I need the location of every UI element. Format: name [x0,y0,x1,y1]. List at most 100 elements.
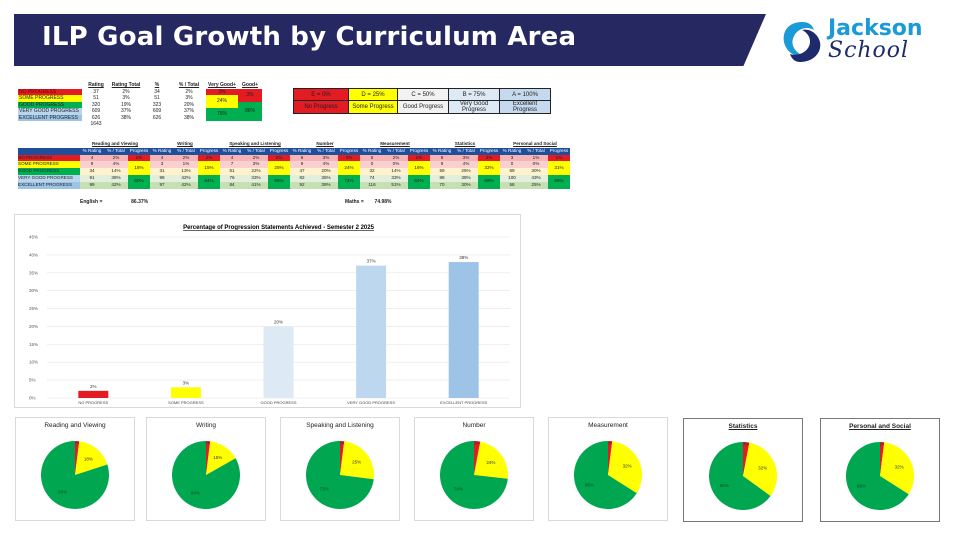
subject-column-header: Progress [269,147,289,153]
subject-table-row: SOME PROGRESS 9 4% 18% 3 1% 15% 7 3% 25% 9 4% 24% 0 0%… [18,161,570,175]
subject-table: Reading and Viewing Writing Speaking and L… [18,141,570,189]
subject-progress-cell: 32% [478,161,500,175]
subject-rating-cell: 82 [290,174,314,182]
x-tick-label: NO PROGRESS [78,400,108,405]
col-pct: % [154,82,160,88]
subject-rating-cell: 5 [360,154,384,162]
cell: 3% [122,95,130,101]
cell: 3% [185,95,193,101]
summary-total: 1643 [90,121,102,127]
pie-slice [306,441,374,509]
progress-bar-chart: Percentage of Progression Statements Ach… [14,214,521,408]
subject-total-cell: 25% [524,181,548,189]
legend-grade-b: B = 75% [448,88,500,101]
cell: 96% [238,101,262,121]
bar-data-label: 20% [274,319,283,324]
cell: 75% [206,108,238,121]
subject-progress-cell: 16% [408,161,430,175]
subject-column-header: Progress [339,147,359,153]
subject-rating-cell: 51 [220,168,244,175]
subject-column-header: % / Total [107,147,125,153]
subject-column-header: % / Total [457,147,475,153]
logo-text-school: School [828,38,910,63]
subject-area-title: Writing [177,141,193,146]
subject-progress-cell: 69% [548,174,570,189]
subject-rating-cell: 91 [80,174,104,182]
y-tick-label: 25% [29,306,38,311]
pie-slice [440,441,508,509]
subject-rating-cell: 76 [220,174,244,182]
summary-row-good-progress: GOOD PROGRESS 320 19% 323 20% 96% [18,101,262,121]
subject-area-title: Statistics [454,141,476,146]
subject-total-cell: 3% [314,154,338,162]
subject-column-header: % Rating [222,147,242,153]
col-very-good-plus: Very Good+ [208,82,236,88]
bar [78,390,109,398]
x-tick-label: EXCELLENT PROGRESS [440,400,487,405]
pie-slice-label: 66% [585,483,594,488]
cell: 37 [93,88,99,95]
subject-column-header: Progress [129,147,149,153]
subject-rating-cell: 4 [150,154,174,162]
subject-column-header: % Rating [152,147,172,153]
pie-title: Measurement [588,422,628,429]
pie-title: Reading and Viewing [44,422,106,429]
pie-slice [846,442,909,510]
subject-rating-cell: 32 [360,168,384,175]
x-tick-label: VERY GOOD PROGRESS [347,400,395,405]
pie-chart-number: Number 3% 24% 74% [414,417,534,521]
subject-rating-cell: 31 [150,168,174,175]
pie-slice-label: 2% [879,442,886,447]
cell: 51 [154,95,160,101]
y-tick-label: 20% [29,324,38,329]
subject-rating-cell: 0 [500,161,524,169]
subject-progress-cell: 74% [338,174,360,189]
pie-slice-label: 2% [74,441,81,446]
summary-row-very-good-progress: VERY GOOD PROGRESS 609 37% 609 37% 75% [18,108,262,121]
pie-slice [608,441,642,494]
cell: 3% [206,88,238,95]
subject-progress-cell: 2% [198,154,220,162]
pie-slice [206,441,236,475]
page-title: ILP Goal Growth by Curriculum Area [42,22,577,52]
subject-column-header: Progress [199,147,219,153]
subject-total-cell: 38% [104,174,128,182]
subject-total-cell: 33% [244,174,268,182]
subject-total-cell: 30% [454,181,478,189]
subject-rating-cell: 3 [150,161,174,169]
pie-slice [340,441,374,480]
subject-row-label: VERY GOOD PROGRESS [18,174,80,182]
col-rating: Rating [88,82,104,88]
y-tick-label: 45% [29,235,38,240]
cell: 37% [183,108,194,114]
bar [448,262,479,398]
pie-slice [206,441,211,475]
subject-rating-cell: 84 [220,181,244,189]
subject-column-header: % / Total [177,147,195,153]
logo-emblem-icon [783,22,821,62]
pie-slice [709,442,771,510]
legend-label-some-progress: Some Progress [348,100,398,114]
pie-svg: 3% 24% 74% [440,441,508,509]
legend-grade-d: D = 25% [348,88,398,101]
pie-svg: 2% 25% 73% [306,441,374,509]
y-tick-label: 15% [29,342,38,347]
col-rating-total: Rating Total [111,82,141,88]
pie-chart-reading-and-viewing: Reading and Viewing 2% 18% 80% [15,417,135,521]
summary-row-excellent-progress: EXCELLENT PROGRESS 626 38% 626 38% [18,114,262,121]
subject-column-header: Progress [479,147,499,153]
x-tick-label: SOME PROGRESS [168,400,204,405]
bar-data-label: 3% [183,380,190,385]
subject-progress-cell: 3% [338,154,360,162]
pie-svg: 3% 32% 65% [709,442,777,510]
cell: 19% [120,101,131,108]
subject-total-cell: 51% [384,181,408,189]
subject-column-header: % Rating [432,147,452,153]
subject-rating-cell: 88 [430,174,454,182]
cell: 38% [183,114,194,121]
pie-slice [743,442,750,476]
subject-rating-cell: 99 [80,181,104,189]
subject-total-cell: 42% [174,181,198,189]
pie-chart-measurement: Measurement 2% 32% 66% [548,417,668,521]
subject-total-cell: 20% [314,168,338,175]
